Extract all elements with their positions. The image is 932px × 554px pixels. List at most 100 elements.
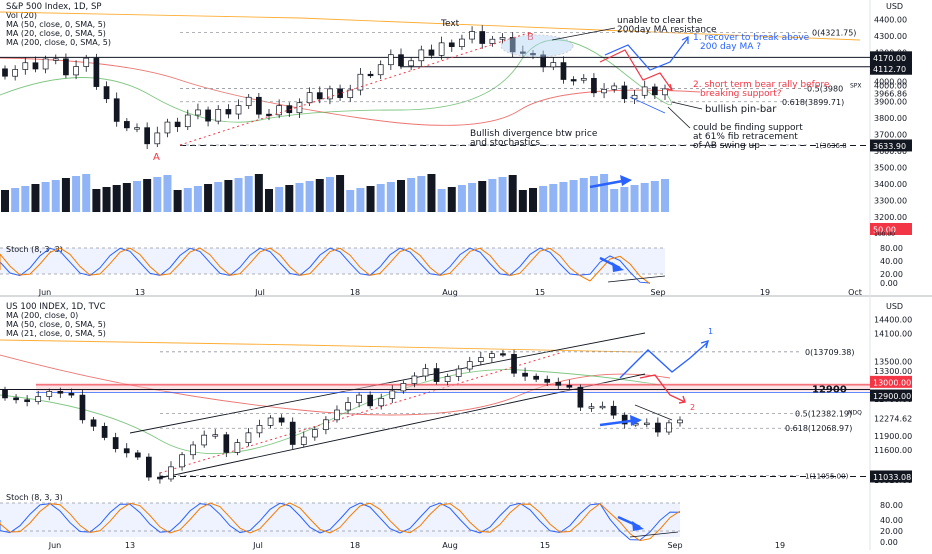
upper-volume-bar [143,179,152,212]
upper-volume-bar [589,176,598,212]
upper-volume-bar [153,177,162,212]
upper-x-label: Oct [848,288,862,297]
upper-volume-bar [650,181,659,212]
lower-candle-body [677,419,683,424]
upper-volume-bar [1,190,9,212]
upper-x-label: 19 [760,288,770,297]
upper-candle-body [387,54,394,66]
lower-candle-body [190,444,196,456]
lower-tag-12900: 12900.00 [873,392,911,401]
lower-stoch-legend: Stoch (8, 3, 3) [6,493,63,502]
upper-candle-body [611,85,618,90]
upper-candle-body [601,89,607,94]
upper-fib-label-0618: 0.618(3899.71) [782,98,844,107]
lower-tag-11033-bg [870,470,912,483]
upper-stoch-tag: 50.00 [873,226,896,235]
upper-volume-bar [366,186,375,212]
upper-volume-bar [21,186,30,212]
lower-stoch-band [0,503,680,537]
upper-candle-body [255,96,262,115]
upper-volume-bar [234,178,243,212]
upper-annotation-support-1: could be finding support [693,123,803,133]
lower-candle-body [223,434,230,453]
upper-price-tick: 3700.00 [874,131,907,140]
upper-volume-bar [82,174,91,212]
upper-volume-bar [488,179,497,212]
upper-legend-ma200: MA (200, close, 0, SMA, 5) [6,38,111,47]
upper-annotation-recover-2: 200 day MA ? [700,42,761,52]
upper-volume-bar [102,187,111,212]
upper-candle-body [570,79,577,82]
upper-price-tick: 3600.00 [874,147,907,156]
lower-tag-13000-bg [870,375,912,388]
lower-candle-body [655,422,661,433]
upper-price-tick: 3500.00 [874,163,907,172]
upper-candle-body [367,73,374,77]
upper-candle-body [286,105,293,114]
lower-candle-body [101,425,108,438]
lower-candle-body [300,436,307,445]
upper-candle-body [641,86,648,96]
lower-path-label-2: 2 [690,403,695,412]
upper-candle-body [154,132,161,145]
upper-candle-body [560,62,567,80]
upper-candle-body [651,86,658,96]
upper-tag-3966: 3966.86 [874,90,907,99]
lower-tag-12274: 12274.62 [874,415,912,424]
upper-volume-bar [468,183,477,212]
upper-volume-bar [356,188,365,212]
lower-x-label: Aug [442,541,458,550]
upper-candle-body [327,88,333,100]
lower-fib-label-0: 0(13709.38) [805,348,855,357]
lower-candle-body [201,434,208,446]
upper-stoch-tick: 80.00 [880,244,903,253]
upper-candle-body [469,31,475,40]
lower-candle-body [146,456,152,478]
upper-volume-bar [41,182,50,212]
lower-candle-body [533,375,539,380]
lower-candle-body [433,368,440,382]
lower-candle-body [400,383,407,392]
lower-tag-11033: 11033.08 [873,473,911,482]
lower-price-tick: 14400.00 [874,316,912,325]
upper-ma20-line [0,39,673,123]
lower-candle-body [245,432,252,443]
upper-candle-body [509,37,516,53]
lower-candle-body [500,353,506,356]
upper-candle-body [245,96,252,106]
upper-candle-body [93,57,100,87]
lower-candle-body [511,353,517,374]
lower-candle-body [24,399,30,402]
upper-volume-bar [183,188,192,212]
upper-volume-bar [193,186,202,212]
upper-path-bear [599,49,673,91]
lower-legend-title: US 100 INDEX, 1D, TVC [6,302,106,312]
lower-fib-label-0618: 0.618(12068.97) [785,424,852,433]
lower-stoch-tick: 40.00 [880,516,903,525]
lower-path-recover [619,341,709,379]
lower-candle-body [90,419,97,427]
lower-price-tick: 13500.00 [874,358,912,367]
upper-candle-body [144,127,151,145]
upper-annotation-divergence-2: and stochastics [470,138,540,148]
upper-candle-body [479,31,486,44]
lower-stoch-tick: 80.00 [880,501,903,510]
lower-candle-body [455,368,462,377]
upper-volume-bar [61,178,70,212]
lower-stoch-divergence-line [629,531,679,538]
upper-legend: S&P 500 Index, 1D, SP Vol (20) MA (50, c… [6,2,111,47]
lower-candle-body [13,397,19,401]
upper-candle-body [398,54,404,67]
lower-candle-body [35,396,42,402]
upper-fib-label-05: 0.5(3980 [807,85,843,94]
upper-candle-body [174,121,181,128]
lower-price-tick: 13300.00 [874,367,912,376]
lower-fib-label-1: 1(11055.00) [805,472,849,480]
upper-ma50-line [0,57,701,126]
upper-volume-bar [386,182,395,212]
lower-candle-body [179,454,185,468]
upper-volume-bar [295,183,304,212]
upper-candle-body [276,105,283,116]
